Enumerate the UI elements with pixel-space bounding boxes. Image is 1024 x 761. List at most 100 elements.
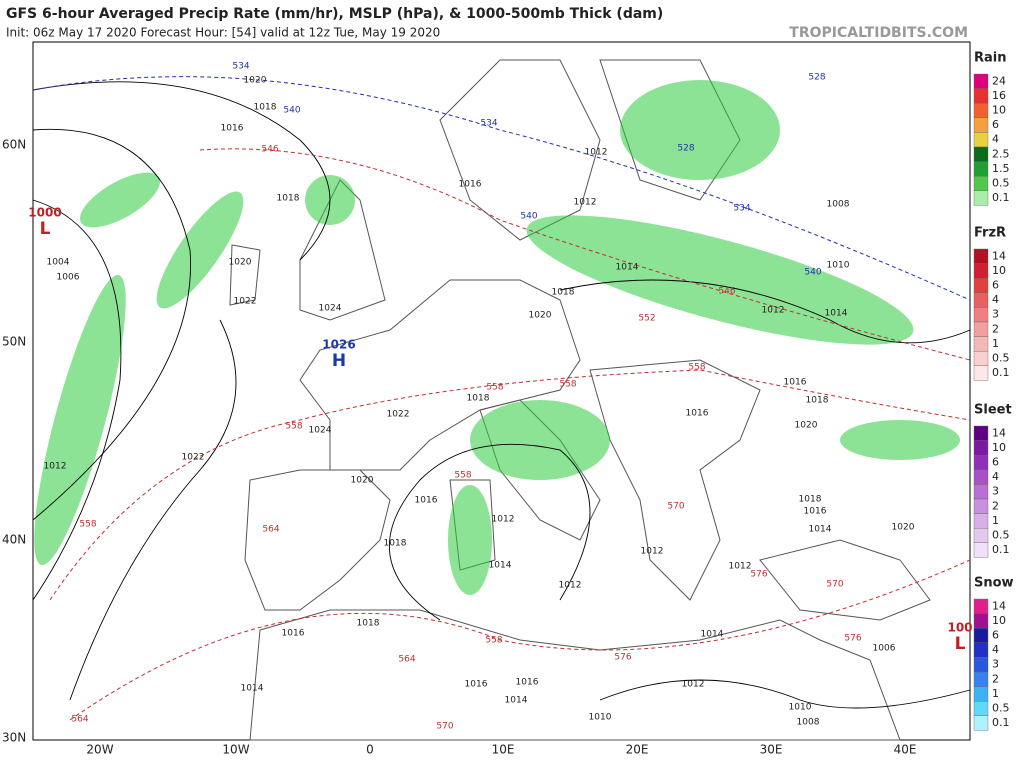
init-line: Init: 06z May 17 2020 Forecast Hour: [54… bbox=[6, 26, 440, 40]
thickness-label: 576 bbox=[614, 653, 631, 663]
legend-label: 10 bbox=[992, 441, 1006, 454]
legend-swatch bbox=[973, 613, 989, 629]
thickness-label: 540 bbox=[520, 212, 537, 222]
legend-swatch bbox=[973, 715, 989, 731]
legend-label: 2 bbox=[992, 672, 999, 685]
thickness-label: 564 bbox=[71, 715, 88, 725]
lon-label: 0 bbox=[366, 743, 374, 757]
legend-label: 0.5 bbox=[992, 177, 1010, 190]
thickness-label: 558 bbox=[454, 471, 471, 481]
legend-label: 3 bbox=[992, 308, 999, 321]
legend-label: 2 bbox=[992, 322, 999, 335]
lon-label: 10E bbox=[492, 743, 515, 757]
isobar-label: 1016 bbox=[804, 507, 827, 517]
thickness-label: 564 bbox=[398, 655, 415, 665]
legend-label: 4 bbox=[992, 470, 999, 483]
isobar-label: 1014 bbox=[505, 696, 528, 706]
isobar-label: 1020 bbox=[892, 523, 915, 533]
legend-swatch bbox=[973, 132, 989, 148]
center-symbol: H bbox=[332, 351, 346, 371]
center-value: 1026 bbox=[322, 338, 355, 352]
lon-label: 20W bbox=[86, 743, 113, 757]
isobar-label: 1006 bbox=[57, 273, 80, 283]
legend-swatch bbox=[973, 263, 989, 279]
isobar-label: 1012 bbox=[641, 547, 664, 557]
isobar-label: 1016 bbox=[415, 496, 438, 506]
legend-swatch bbox=[973, 498, 989, 514]
isobar-label: 1010 bbox=[789, 703, 812, 713]
legend-swatch bbox=[973, 469, 989, 485]
isobar-label: 1014 bbox=[241, 684, 264, 694]
legend-swatch bbox=[973, 161, 989, 177]
thickness-label: 576 bbox=[750, 570, 767, 580]
isobar-label: 1008 bbox=[827, 200, 850, 210]
legend-label: 1 bbox=[992, 687, 999, 700]
thickness-label: 558 bbox=[79, 520, 96, 530]
thickness-label: 576 bbox=[844, 634, 861, 644]
lon-label: 20E bbox=[626, 743, 649, 757]
legend-swatch bbox=[973, 351, 989, 367]
isobar-label: 1016 bbox=[686, 409, 709, 419]
isobar-label: 1024 bbox=[309, 426, 332, 436]
isobars bbox=[32, 81, 971, 709]
legend-label: 0.1 bbox=[992, 366, 1010, 379]
isobar-label: 1012 bbox=[762, 306, 785, 316]
legend-label: 6 bbox=[992, 629, 999, 642]
legend-swatch bbox=[973, 190, 989, 206]
legend-label: 3 bbox=[992, 485, 999, 498]
isobar-label: 1020 bbox=[229, 258, 252, 268]
legend-swatch bbox=[973, 484, 989, 500]
legend-title: Sleet bbox=[974, 403, 1012, 418]
legend-label: 0.5 bbox=[992, 702, 1010, 715]
legend-swatch bbox=[973, 278, 989, 294]
thickness-label: 528 bbox=[808, 73, 825, 83]
legend-swatch bbox=[973, 528, 989, 544]
legend-swatch bbox=[973, 102, 989, 118]
isobar-label: 1016 bbox=[516, 678, 539, 688]
legend-label: 3 bbox=[992, 658, 999, 671]
center-value: 1000 bbox=[28, 206, 61, 220]
isobar-label: 1006 bbox=[873, 644, 896, 654]
thickness-label: 540 bbox=[283, 106, 300, 116]
legend-label: 4 bbox=[992, 293, 999, 306]
legend-label: 0.1 bbox=[992, 191, 1010, 204]
legend-swatch bbox=[973, 642, 989, 658]
thickness-label: 534 bbox=[232, 62, 249, 72]
thickness-label: 558 bbox=[486, 383, 503, 393]
legend-swatch bbox=[973, 292, 989, 308]
isobar-label: 1014 bbox=[825, 309, 848, 319]
center-symbol: L bbox=[40, 219, 51, 239]
isobar-label: 1024 bbox=[319, 304, 342, 314]
map bbox=[32, 41, 971, 741]
legend-label: 0.1 bbox=[992, 543, 1010, 556]
isobar-label: 1020 bbox=[795, 421, 818, 431]
legend-swatch bbox=[973, 598, 989, 614]
legend-swatch bbox=[973, 146, 989, 162]
legend-swatch bbox=[973, 513, 989, 529]
legend-label: 10 bbox=[992, 264, 1006, 277]
isobar-label: 1020 bbox=[244, 76, 267, 86]
isobar-label: 1022 bbox=[387, 410, 410, 420]
isobar-label: 1008 bbox=[797, 718, 820, 728]
isobar-label: 1018 bbox=[799, 495, 822, 505]
legend-swatch bbox=[973, 117, 989, 133]
isobar-label: 1012 bbox=[682, 680, 705, 690]
thickness-label: 558 bbox=[688, 363, 705, 373]
legend-swatch bbox=[973, 455, 989, 471]
legend-label: 14 bbox=[992, 599, 1006, 612]
isobar-label: 1012 bbox=[559, 581, 582, 591]
legend-label: 6 bbox=[992, 118, 999, 131]
legend-label: 24 bbox=[992, 74, 1006, 87]
legend-swatch bbox=[973, 671, 989, 687]
isobar-label: 1018 bbox=[254, 103, 277, 113]
legend-label: 2 bbox=[992, 499, 999, 512]
legend-swatch bbox=[973, 542, 989, 558]
thickness-lines bbox=[32, 76, 971, 721]
thickness-label: 546 bbox=[718, 287, 735, 297]
legend-label: 2.5 bbox=[992, 147, 1010, 160]
lon-label: 10W bbox=[222, 743, 249, 757]
title: GFS 6-hour Averaged Precip Rate (mm/hr),… bbox=[6, 6, 663, 22]
legend-swatch bbox=[973, 175, 989, 191]
legend-label: 1 bbox=[992, 337, 999, 350]
